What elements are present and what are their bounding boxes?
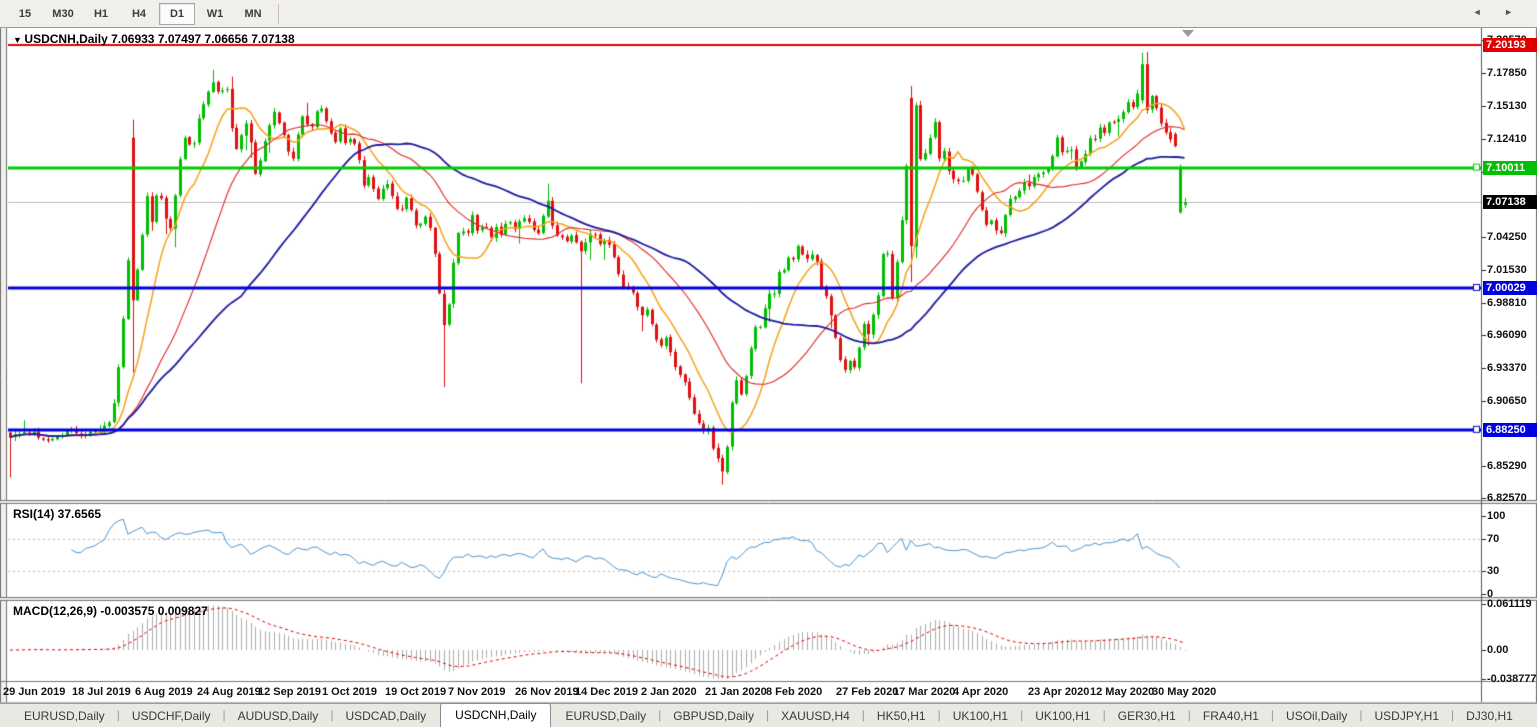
price-tick-label: 6.90650 (1487, 394, 1527, 407)
rsi-tick-label: 30 (1487, 564, 1500, 577)
chart-tab-bar: EURUSD,Daily | USDCHF,Daily | AUDUSD,Daily | U… (0, 703, 1537, 727)
chart-tab-uk100-h1[interactable]: UK100,H1 (952, 709, 1009, 723)
tab-divider: | (658, 708, 662, 722)
tab-divider: | (1451, 708, 1455, 722)
date-tick-label: 7 Nov 2019 (448, 686, 506, 698)
price-tick-label: 6.98810 (1487, 296, 1527, 309)
chart-tab-fra40-h1[interactable]: FRA40,H1 (1202, 709, 1259, 723)
tab-divider: | (861, 708, 865, 722)
rsi-tick-label: 100 (1487, 510, 1506, 522)
chart-tab-uk100-h1[interactable]: UK100,H1 (1035, 709, 1091, 723)
rsi-tick-label: 0 (1487, 588, 1494, 600)
tab-divider: | (222, 708, 226, 722)
price-badge: 7.20193 (1483, 38, 1537, 52)
tab-divider: | (116, 708, 120, 722)
date-tick-label: 29 Jun 2019 (3, 686, 66, 698)
chart-tab-usdjpy-h1[interactable]: USDJPY,H1 (1374, 709, 1439, 723)
price-tick-label: 7.15130 (1487, 99, 1527, 112)
macd-indicator-label: MACD(12,26,9) -0.003575 0.009827 (13, 604, 208, 618)
rsi-indicator-label: RSI(14) 37.6565 (13, 507, 102, 521)
chart-shift-marker-icon[interactable] (1182, 30, 1194, 37)
chart-tab-audusd-daily[interactable]: AUDUSD,Daily (237, 709, 319, 723)
macd-tick-label: 0.061119 (1487, 598, 1532, 611)
date-tick-label: 2 Jan 2020 (641, 686, 697, 698)
date-tick-label: 8 Feb 2020 (766, 686, 823, 698)
chart-tab-eurusd-daily[interactable]: EURUSD,Daily (565, 709, 647, 723)
tab-scroll-arrows[interactable]: ◄ ► (1472, 7, 1523, 17)
date-tick-label: 17 Mar 2020 (893, 686, 956, 698)
date-tick-label: 24 Aug 2019 (197, 686, 261, 698)
timeframe-toolbar: 15 M30 H1 H4 D1 W1 MN (0, 0, 1537, 28)
timeframe-button-d1[interactable]: D1 (159, 2, 195, 25)
chart-header: ▼ USDCNH,Daily 7.06933 7.07497 7.06656 7… (13, 32, 295, 46)
chevron-down-icon[interactable]: ▼ (13, 35, 25, 45)
price-badge: 7.00029 (1483, 280, 1537, 295)
price-tick-label: 6.85290 (1487, 459, 1527, 472)
timeframe-button-15[interactable]: 15 (18, 7, 32, 20)
tab-divider: | (330, 708, 334, 722)
chart-tab-xauusd-h4[interactable]: XAUUSD,H4 (781, 709, 850, 723)
date-tick-label: 12 Sep 2019 (258, 686, 321, 698)
chart-tab-usdcad-daily[interactable]: USDCAD,Daily (345, 709, 427, 723)
date-tick-label: 1 Oct 2019 (322, 686, 378, 698)
date-tick-label: 21 Jan 2020 (705, 686, 767, 698)
chart-tab-hk50-h1[interactable]: HK50,H1 (876, 709, 926, 723)
tab-divider: | (1020, 708, 1024, 722)
date-tick-label: 18 Jul 2019 (72, 686, 131, 698)
toolbar-separator (278, 3, 279, 24)
price-tick-label: 7.17850 (1487, 67, 1527, 80)
date-tick-label: 30 May 2020 (1152, 686, 1217, 698)
macd-tick-label: 0.00 (1487, 644, 1509, 656)
tab-divider: | (1270, 708, 1275, 722)
tab-divider: | (1102, 708, 1106, 722)
tab-divider: | (937, 708, 941, 722)
date-tick-label: 14 Dec 2019 (575, 686, 638, 698)
price-badge: 7.10011 (1483, 160, 1537, 175)
chart-tab-usoil-daily[interactable]: USOil,Daily (1286, 709, 1348, 723)
date-tick-label: 19 Oct 2019 (385, 686, 447, 698)
timeframe-button-mn[interactable]: MN (244, 7, 262, 20)
date-tick-label: 12 May 2020 (1090, 686, 1155, 698)
timeframe-button-m30[interactable]: M30 (52, 7, 74, 20)
tab-divider: | (1187, 708, 1191, 722)
rsi-tick-label: 70 (1487, 533, 1500, 546)
price-tick-label: 7.12410 (1487, 132, 1527, 145)
date-tick-label: 23 Apr 2020 (1028, 686, 1090, 698)
price-tick-label: 7.01530 (1487, 263, 1527, 276)
tab-divider: | (765, 708, 770, 722)
timeframe-button-w1[interactable]: W1 (206, 7, 224, 20)
chart-header-text: USDCNH,Daily 7.06933 7.07497 7.06656 7.0… (24, 32, 295, 46)
date-tick-label: 27 Feb 2020 (836, 686, 899, 698)
price-tick-label: 7.04250 (1487, 231, 1527, 244)
tab-divider: | (1359, 708, 1363, 722)
timeframe-button-h4[interactable]: H4 (131, 7, 147, 20)
chart-tab-dj30-h1[interactable]: DJ30,H1 (1466, 709, 1513, 723)
date-tick-label: 26 Nov 2019 (515, 686, 579, 698)
macd-tick-label: -0.038777 (1487, 673, 1537, 685)
price-tick-label: 6.82570 (1487, 492, 1527, 505)
chart-tab-usdchf-daily[interactable]: USDCHF,Daily (131, 709, 211, 723)
date-tick-label: 4 Apr 2020 (953, 686, 1009, 698)
price-badge: 7.07138 (1483, 195, 1537, 210)
chart-tab-usdcnh-daily[interactable]: USDCNH,Daily (440, 703, 552, 727)
timeframe-button-h1[interactable]: H1 (93, 7, 109, 20)
chart-tab-gbpusd-daily[interactable]: GBPUSD,Daily (673, 709, 754, 723)
price-tick-label: 6.93370 (1487, 362, 1527, 375)
date-tick-label: 6 Aug 2019 (135, 686, 193, 698)
chart-tab-ger30-h1[interactable]: GER30,H1 (1117, 709, 1176, 723)
price-tick-label: 6.96090 (1487, 329, 1527, 342)
chart-tab-eurusd-daily[interactable]: EURUSD,Daily (24, 709, 105, 723)
price-badge: 6.88250 (1483, 422, 1537, 437)
